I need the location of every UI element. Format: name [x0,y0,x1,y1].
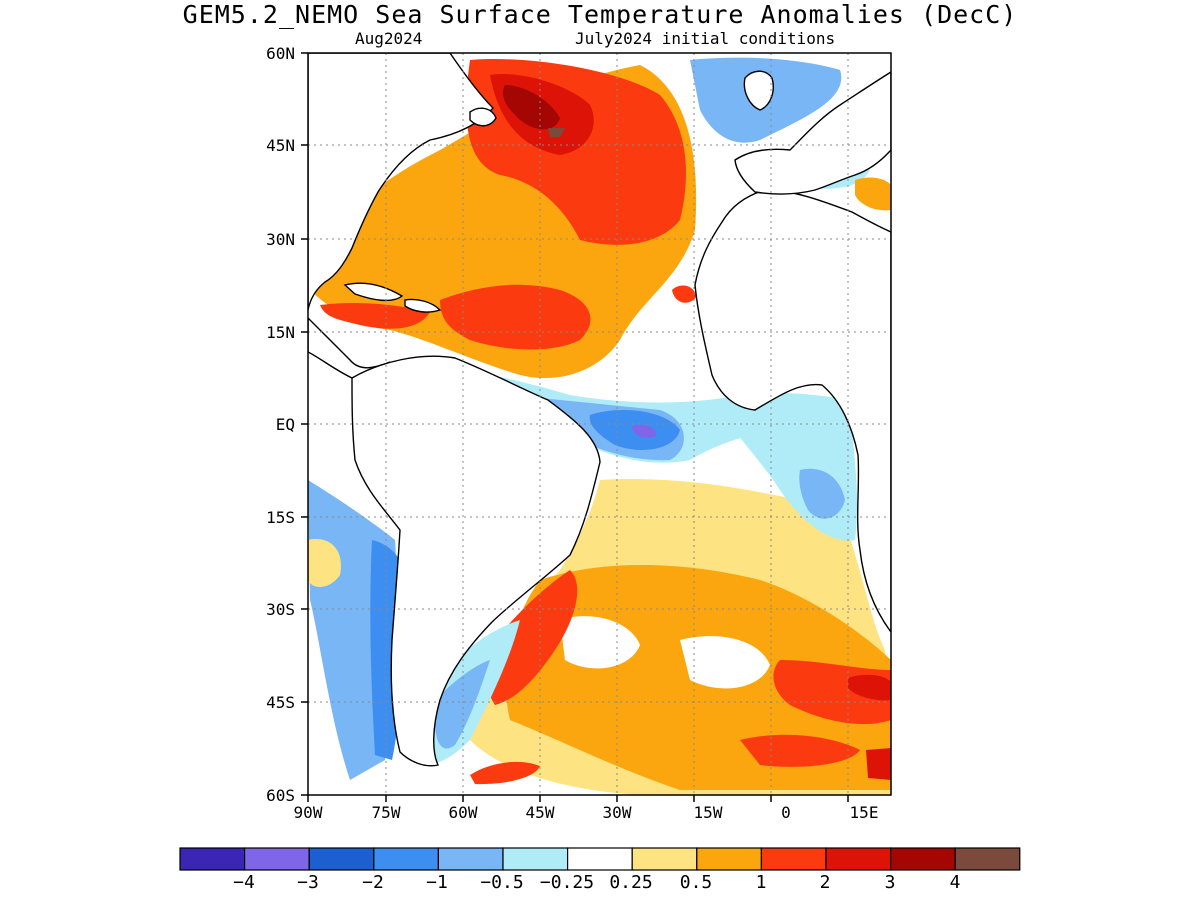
anomaly-region [866,748,891,780]
cuba-island [343,282,404,302]
lat-label: 60S [266,786,295,805]
colorbar-label: −4 [233,872,255,893]
map-title: GEM5.2_NEMO Sea Surface Temperature Anom… [182,0,1018,29]
forecast-month: Aug2024 [355,29,423,48]
anomaly-region [560,616,640,669]
anomaly-region [484,570,578,705]
colorbar-label: 1 [755,872,767,893]
colorbar-label: −0.5 [480,872,524,893]
colorbar-swatch [760,847,827,871]
anomaly-region [548,128,565,137]
lon-label: 30W [602,803,632,822]
colorbar-label: 0.25 [609,872,653,893]
colorbar-swatch [825,847,892,871]
anomaly-region [440,284,591,350]
colorbar-swatch [179,847,246,871]
lon-label: 90W [293,803,323,822]
colorbar-label: −1 [426,872,448,893]
axis-ticks [301,52,849,802]
lat-label: 15N [266,323,295,342]
south-america [351,355,601,767]
lat-label: 30N [266,230,295,249]
lat-label: 30S [266,600,295,619]
colorbar-label: −3 [297,872,319,893]
anomaly-region [740,734,860,767]
colorbar-swatch [889,847,956,871]
anomaly-region [680,636,770,689]
anomaly-region [470,761,540,785]
initial-conditions: July2024 initial conditions [575,29,836,48]
colorbar-swatch [566,847,633,871]
colorbar-label: −2 [362,872,384,893]
anomaly-region [320,302,430,329]
anomaly-region [799,468,845,519]
graticule [308,53,891,795]
lon-label: 45W [525,803,555,822]
north-america [308,53,494,311]
colorbar-swatch [954,847,1021,871]
lon-label: 15E [849,803,879,822]
anomaly-region [855,177,891,211]
colorbar-swatch [308,847,375,871]
lat-label: 15S [266,508,295,527]
colorbar-label: 0.5 [679,872,713,893]
anomaly-region [632,424,657,438]
colorbar-swatch [631,847,698,871]
colorbar-label: −0.25 [539,872,595,893]
colorbar-label: 3 [884,872,896,893]
anomaly-region [672,285,696,303]
colorbar-swatch [244,847,310,871]
lon-label: 60W [448,803,478,822]
lon-label: 75W [371,803,401,822]
lon-label: 0 [781,803,791,822]
lat-label: EQ [275,415,295,434]
anomaly-region [308,539,341,587]
hispaniola-island [404,298,442,313]
colorbar-label: 2 [819,872,831,893]
land-masses [308,53,891,767]
lat-label: 60N [266,44,295,63]
colorbar-label: 4 [949,872,961,893]
lon-label: 15W [693,803,723,822]
lat-label: 45S [266,693,295,712]
anomaly-region [848,674,891,701]
colorbar-swatch [437,847,504,871]
colorbar-swatch [696,847,762,871]
colorbar [179,847,1021,871]
anomaly-region [503,85,560,130]
newfoundland-island [469,107,497,127]
lat-label: 45N [266,136,295,155]
colorbar-swatch [502,847,569,871]
colorbar-swatch [373,847,439,871]
british-isles [743,70,774,111]
anomaly-region [434,660,490,749]
anomaly-field [308,53,891,795]
